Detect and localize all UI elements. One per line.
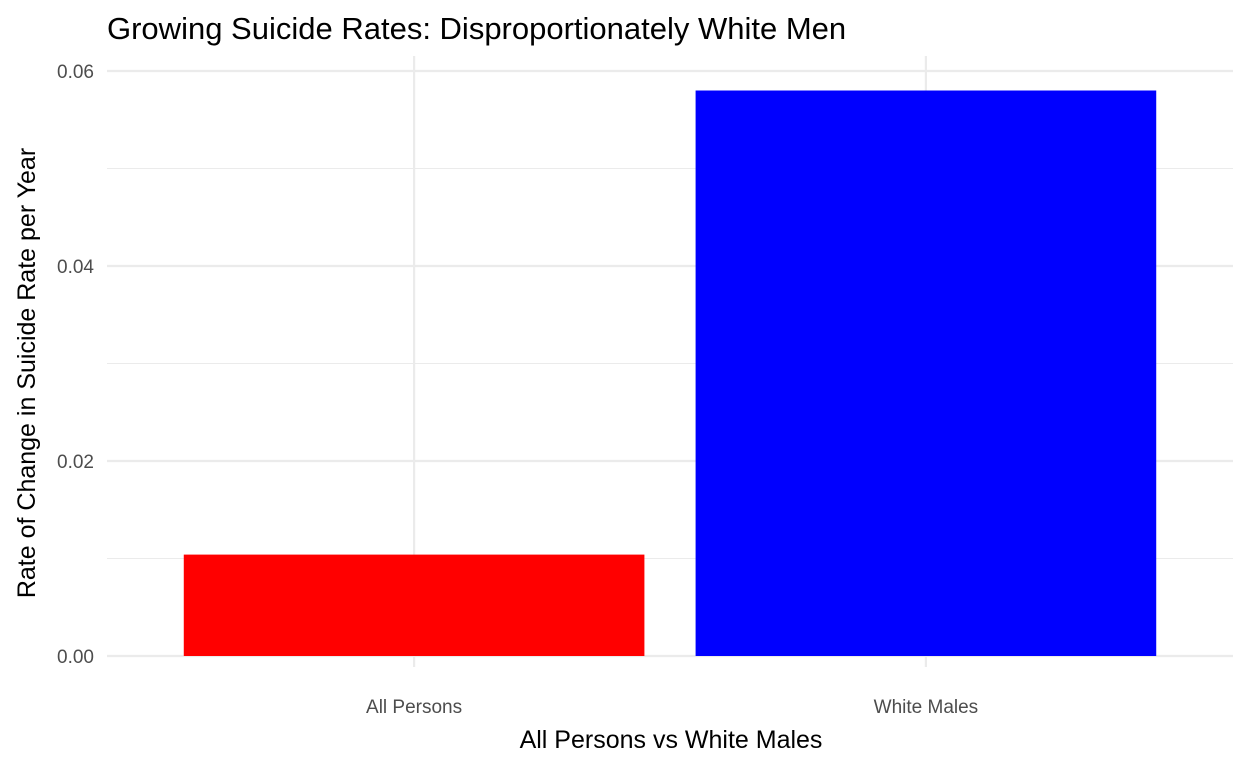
y-tick-label: 0.02 <box>57 452 94 473</box>
y-axis-title: Rate of Change in Suicide Rate per Year <box>13 148 41 598</box>
y-tick-label: 0.06 <box>57 62 94 83</box>
y-tick-label: 0.00 <box>57 647 94 668</box>
bar-all-persons <box>183 554 645 656</box>
x-tick-label: All Persons <box>366 697 462 718</box>
y-tick-label: 0.04 <box>57 257 94 278</box>
x-tick-labels: All Persons White Males <box>366 697 978 718</box>
x-axis-title: All Persons vs White Males <box>520 726 823 754</box>
bars <box>183 90 1157 656</box>
chart-title: Growing Suicide Rates: Disproportionatel… <box>107 11 846 46</box>
bar-white-males <box>695 90 1157 656</box>
x-tick-label: White Males <box>874 697 979 718</box>
y-tick-labels: 0.00 0.02 0.04 0.06 <box>57 62 94 668</box>
